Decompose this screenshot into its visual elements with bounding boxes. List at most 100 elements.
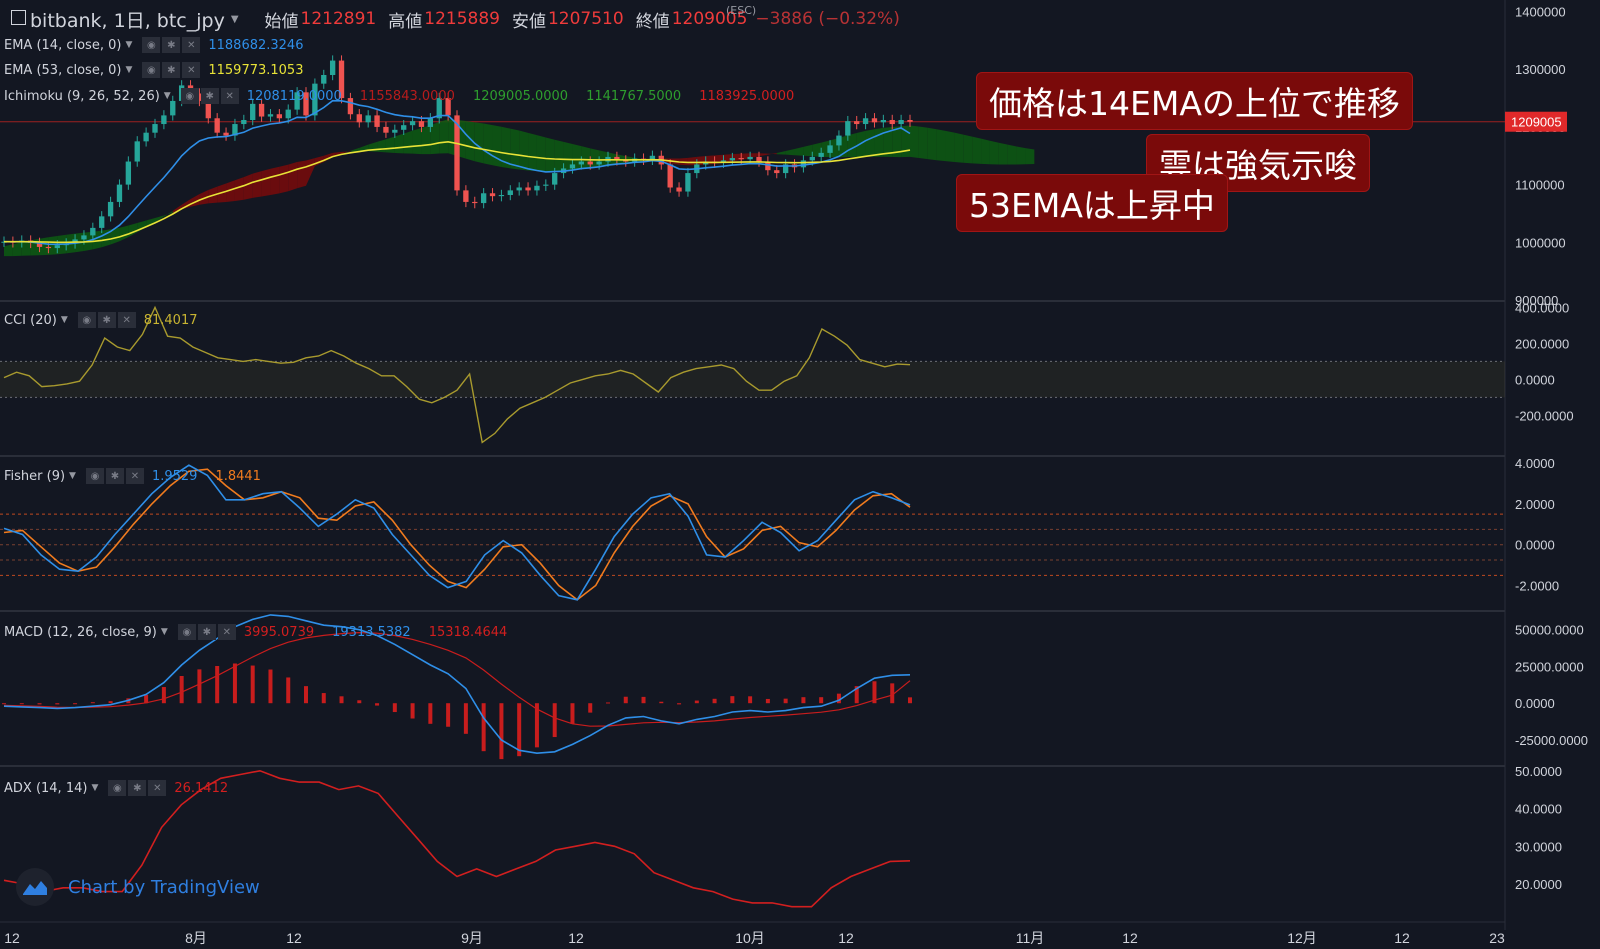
candle-body	[507, 190, 513, 195]
close-icon[interactable]: ✕	[220, 88, 239, 104]
symbol-title[interactable]: bitbank, 1日, btc_jpy	[30, 9, 225, 32]
macd-label[interactable]: MACD (12, 26, close, 9)	[4, 624, 157, 640]
gear-icon[interactable]: ✱	[197, 624, 216, 640]
tradingview-watermark[interactable]: Chart by TradingView	[16, 868, 260, 906]
fisher-label[interactable]: Fisher (9)	[4, 468, 66, 484]
cloud-segment	[430, 121, 440, 155]
eye-icon[interactable]: ◉	[142, 37, 161, 53]
candle-body	[356, 114, 362, 123]
close-icon[interactable]: ✕	[125, 468, 144, 484]
close-icon[interactable]: ✕	[217, 624, 236, 640]
macd-hist-bar	[854, 686, 859, 704]
cloud-segment	[350, 147, 360, 152]
candle-body	[383, 126, 389, 133]
gear-icon[interactable]: ✱	[200, 88, 219, 104]
ichimoku-v5: 1183925.0000	[699, 88, 795, 104]
close-value: 1209005	[671, 9, 748, 29]
candle-body	[836, 135, 842, 146]
cloud-segment	[288, 162, 298, 192]
cloud-segment	[590, 148, 600, 169]
chevron-down-icon[interactable]: ▼	[125, 65, 133, 75]
candle-body	[267, 114, 274, 117]
low-label: 安値	[511, 11, 546, 32]
cloud-segment	[439, 119, 449, 154]
gear-icon[interactable]: ✱	[97, 312, 116, 328]
last-price-tag	[1505, 111, 1567, 132]
macd-hist-bar	[890, 683, 895, 704]
cloud-segment	[892, 126, 902, 158]
ema53-label[interactable]: EMA (53, close, 0)	[4, 62, 122, 78]
close-icon[interactable]: ✕	[148, 780, 167, 796]
ichimoku-v2: 1155843.0000	[359, 88, 455, 104]
price-axis: 1400000130000012000001100000100000090000…	[1505, 5, 1588, 892]
eye-icon[interactable]: ◉	[108, 780, 127, 796]
macd-hist-bar	[534, 703, 539, 748]
cloud-segment	[412, 127, 422, 155]
cci-label[interactable]: CCI (20)	[4, 312, 57, 328]
candle-body	[241, 120, 247, 125]
candle-body	[90, 227, 96, 236]
candle-body	[143, 132, 149, 142]
macd-hist-bar	[250, 665, 255, 704]
close-icon[interactable]: ✕	[182, 37, 201, 53]
macd-hist-bar	[694, 700, 699, 704]
macd-hist-bar	[641, 696, 646, 704]
chevron-down-icon[interactable]: ▼	[163, 91, 171, 101]
cloud-segment	[945, 130, 955, 163]
candle-body	[374, 115, 380, 127]
candle-body	[427, 118, 434, 127]
esc-hint: (ESC)	[726, 4, 757, 17]
cloud-segment	[1025, 148, 1035, 165]
macd-hist-bar	[552, 703, 557, 738]
gear-icon[interactable]: ✱	[128, 780, 147, 796]
cloud-segment	[306, 158, 315, 186]
macd-hist-bar	[268, 669, 273, 704]
candle-body	[756, 156, 762, 162]
macd-line	[3, 614, 911, 755]
candle-body	[907, 120, 913, 122]
ichimoku-label[interactable]: Ichimoku (9, 26, 52, 26)	[4, 88, 160, 104]
adx-label[interactable]: ADX (14, 14)	[4, 780, 88, 796]
annotation-price-above-ema[interactable]: 価格は14EMAの上位で推移	[976, 72, 1413, 130]
cloud-segment	[954, 132, 964, 163]
candle-body	[276, 114, 283, 119]
chevron-down-icon[interactable]: ▼	[125, 40, 133, 50]
time-tick: 8月	[185, 930, 207, 946]
chart-header: bitbank, 1日, btc_jpy ▼ 始値 1212891 高値 12158…	[30, 6, 900, 32]
chevron-down-icon[interactable]: ▼	[69, 471, 76, 481]
close-icon[interactable]: ✕	[182, 62, 201, 78]
gear-icon[interactable]: ✱	[162, 37, 181, 53]
gear-icon[interactable]: ✱	[105, 468, 124, 484]
cloud-segment	[883, 126, 893, 157]
cloud-segment	[554, 139, 564, 172]
cloud-segment	[874, 127, 884, 157]
gear-icon[interactable]: ✱	[162, 62, 181, 78]
cloud-segment	[297, 160, 306, 189]
eye-icon[interactable]: ◉	[77, 312, 96, 328]
candle-body	[898, 120, 904, 125]
candle-body	[214, 118, 220, 133]
candle-body	[365, 115, 371, 123]
chevron-down-icon[interactable]: ▼	[60, 315, 68, 325]
cloud-segment	[359, 144, 369, 152]
cloud-segment	[545, 137, 555, 172]
chevron-down-icon[interactable]: ▼	[91, 783, 99, 793]
chevron-down-icon[interactable]: ▼	[160, 627, 168, 637]
eye-icon[interactable]: ◉	[85, 468, 104, 484]
close-icon[interactable]: ✕	[117, 312, 136, 328]
candle-body	[205, 100, 211, 119]
eye-icon[interactable]: ◉	[177, 624, 196, 640]
macd-tick: 25000.0000	[1515, 659, 1584, 674]
candle-body	[880, 120, 887, 123]
eye-icon[interactable]: ◉	[142, 62, 161, 78]
cloud-segment	[1016, 146, 1026, 165]
chevron-down-icon[interactable]: ▼	[230, 13, 239, 25]
fisher-v2: 1.8441	[215, 468, 261, 484]
eye-icon[interactable]: ◉	[180, 88, 199, 104]
cloud-segment	[377, 139, 386, 153]
ema14-label[interactable]: EMA (14, close, 0)	[4, 37, 122, 53]
annotation-ema53-rising[interactable]: 53EMAは上昇中	[956, 174, 1228, 232]
menu-icon[interactable]	[11, 10, 26, 25]
adx-legend: ADX (14, 14) ▼ ◉ ✱ ✕ 26.1412	[4, 778, 246, 798]
